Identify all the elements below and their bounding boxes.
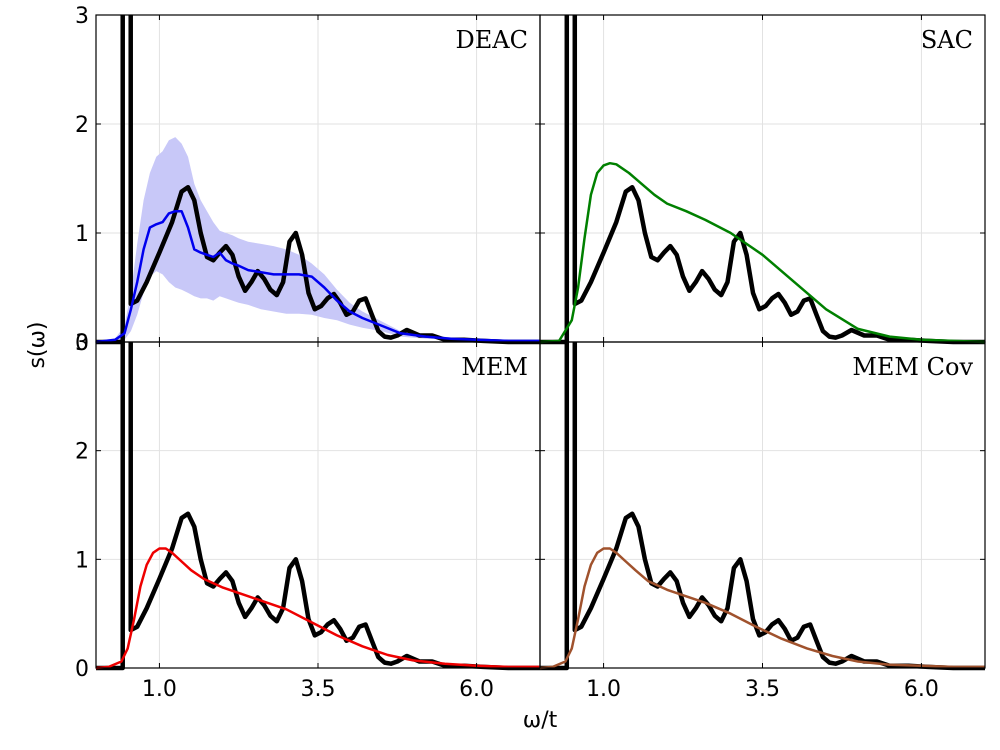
y-tick-label: 3 [75,331,89,356]
x-tick-label: 1.0 [586,677,621,702]
panel-title: SAC [921,26,973,54]
y-tick-label: 1 [75,222,89,247]
panel-title: DEAC [456,26,528,54]
panel-sac: SAC [539,14,986,345]
y-tick-label: 3 [75,4,89,29]
y-tick-label: 2 [75,113,89,138]
panels-group: DEAC 0 1 2 3 SAC MEM 0 1 2 3 1.0 3.5 6.0 MEM Cov 1.0 3.5… [75,4,986,702]
y-tick-label: 2 [75,440,89,465]
x-tick-label: 3.5 [745,677,780,702]
series-line-mem [95,547,540,670]
panel-mem: MEM 0 1 2 3 1.0 3.5 6.0 [75,331,541,702]
x-tick-label: 3.5 [301,677,336,702]
series-line-deac [95,209,540,344]
panel-mem-cov: MEM Cov 1.0 3.5 6.0 [539,341,986,702]
x-axis-label: ω/t [523,708,558,733]
series-line-mem-cov [539,547,985,670]
x-tick-label: 6.0 [459,677,494,702]
x-tick-label: 1.0 [142,677,177,702]
panel-title: MEM [461,353,528,381]
panel-title: MEM Cov [852,353,973,381]
uncertainty-band [96,137,540,342]
x-tick-label: 6.0 [904,677,939,702]
panel-deac: DEAC 0 1 2 3 [75,4,541,356]
y-axis-label: s(ω) [25,321,50,368]
y-tick-label: 1 [75,548,89,573]
y-tick-label: 0 [75,331,89,356]
series-line-sac [539,161,986,344]
y-tick-label: 0 [75,657,89,682]
